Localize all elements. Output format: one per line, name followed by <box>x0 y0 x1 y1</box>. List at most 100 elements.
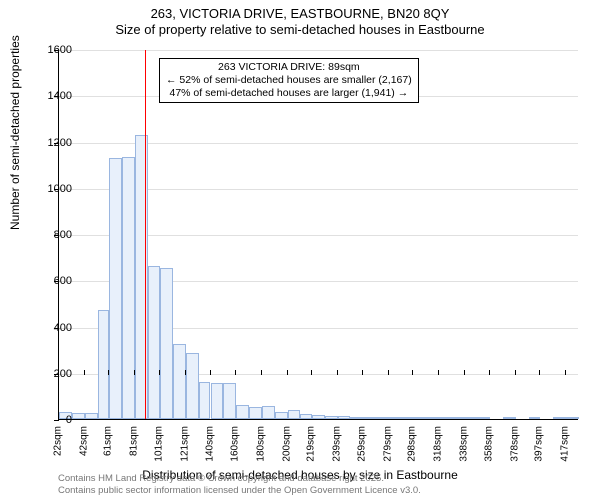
histogram-bar <box>503 417 516 419</box>
histogram-bar <box>389 417 402 419</box>
histogram-bar <box>312 415 325 419</box>
histogram-bar <box>325 416 338 419</box>
chart-title-line1: 263, VICTORIA DRIVE, EASTBOURNE, BN20 8Q… <box>0 6 600 22</box>
xtick-label: 397sqm <box>534 426 545 462</box>
histogram-bar <box>236 405 249 419</box>
ytick-label: 1200 <box>32 137 72 149</box>
histogram-bar <box>465 417 478 419</box>
gridline <box>59 50 578 51</box>
xtick-mark <box>489 370 490 375</box>
xtick-mark <box>58 370 59 375</box>
xtick-mark <box>235 370 236 375</box>
histogram-bar <box>402 417 414 419</box>
histogram-bar <box>72 413 85 419</box>
histogram-bar <box>439 417 452 419</box>
chart-title-line2: Size of property relative to semi-detach… <box>0 22 600 38</box>
histogram-bar <box>199 382 211 419</box>
ytick-label: 200 <box>32 368 72 380</box>
ytick-label: 0 <box>32 414 72 426</box>
xtick-mark <box>159 370 160 375</box>
histogram-bar <box>553 417 566 419</box>
xtick-label: 318sqm <box>433 426 444 462</box>
xtick-mark <box>261 370 262 375</box>
ytick-label: 1400 <box>32 90 72 102</box>
xtick-mark <box>185 370 186 375</box>
xtick-mark <box>84 370 85 375</box>
xtick-label: 338sqm <box>458 426 469 462</box>
histogram-bar <box>98 310 110 419</box>
xtick-label: 219sqm <box>305 426 316 462</box>
xtick-label: 121sqm <box>180 426 191 462</box>
histogram-bar <box>122 157 135 419</box>
xtick-label: 22sqm <box>53 426 64 456</box>
histogram-bar <box>376 417 389 419</box>
xtick-label: 42sqm <box>78 426 89 456</box>
xtick-mark <box>311 370 312 375</box>
histogram-bar <box>186 353 199 419</box>
histogram-bar <box>363 417 376 419</box>
histogram-bar <box>288 410 301 419</box>
credits: Contains HM Land Registry data © Crown c… <box>58 473 421 496</box>
ytick-label: 1000 <box>32 183 72 195</box>
xtick-mark <box>362 370 363 375</box>
credits-line2: Contains public sector information licen… <box>58 485 421 496</box>
xtick-label: 180sqm <box>255 426 266 462</box>
xtick-label: 298sqm <box>407 426 418 462</box>
ytick-label: 1600 <box>32 44 72 56</box>
marker-line <box>145 50 146 419</box>
xtick-mark <box>108 370 109 375</box>
xtick-label: 81sqm <box>128 426 139 456</box>
chart-container: 263, VICTORIA DRIVE, EASTBOURNE, BN20 8Q… <box>0 0 600 500</box>
xtick-mark <box>464 370 465 375</box>
histogram-bar <box>452 417 465 419</box>
annotation-line: ← 52% of semi-detached houses are smalle… <box>166 74 412 87</box>
xtick-label: 140sqm <box>204 426 215 462</box>
histogram-bar <box>529 417 541 419</box>
histogram-bar <box>109 158 122 419</box>
histogram-bar <box>350 417 363 419</box>
ytick-label: 400 <box>32 322 72 334</box>
xtick-label: 61sqm <box>103 426 114 456</box>
histogram-bar <box>249 407 262 419</box>
xtick-mark <box>539 370 540 375</box>
ytick-label: 800 <box>32 229 72 241</box>
xtick-mark <box>438 370 439 375</box>
annotation-line: 47% of semi-detached houses are larger (… <box>166 87 412 100</box>
xtick-mark <box>134 370 135 375</box>
histogram-bar <box>478 417 491 419</box>
chart-title-block: 263, VICTORIA DRIVE, EASTBOURNE, BN20 8Q… <box>0 0 600 37</box>
xtick-mark <box>412 370 413 375</box>
histogram-bar <box>160 268 173 419</box>
xtick-mark <box>210 370 211 375</box>
histogram-bar <box>566 417 579 419</box>
xtick-label: 101sqm <box>154 426 165 462</box>
xtick-mark <box>388 370 389 375</box>
xtick-mark <box>565 370 566 375</box>
histogram-bar <box>223 383 236 419</box>
histogram-bar <box>148 266 161 419</box>
xtick-label: 279sqm <box>382 426 393 462</box>
histogram-bar <box>85 413 98 419</box>
xtick-mark <box>287 370 288 375</box>
xtick-label: 378sqm <box>510 426 521 462</box>
xtick-label: 239sqm <box>331 426 342 462</box>
histogram-bar <box>338 416 351 419</box>
histogram-bar <box>211 383 224 419</box>
xtick-label: 259sqm <box>357 426 368 462</box>
annotation-line: 263 VICTORIA DRIVE: 89sqm <box>166 61 412 74</box>
histogram-bar <box>275 412 288 419</box>
histogram-bar <box>262 406 275 419</box>
annotation-box: 263 VICTORIA DRIVE: 89sqm← 52% of semi-d… <box>159 58 419 103</box>
histogram-bar <box>426 417 439 419</box>
credits-line1: Contains HM Land Registry data © Crown c… <box>58 473 421 484</box>
xtick-mark <box>337 370 338 375</box>
xtick-mark <box>515 370 516 375</box>
xtick-label: 358sqm <box>484 426 495 462</box>
histogram-bar <box>173 344 186 419</box>
plot-area: 263 VICTORIA DRIVE: 89sqm← 52% of semi-d… <box>58 50 578 420</box>
ytick-label: 600 <box>32 275 72 287</box>
histogram-bar <box>300 414 312 419</box>
histogram-bar <box>413 417 426 419</box>
y-axis-label: Number of semi-detached properties <box>8 35 22 230</box>
xtick-label: 200sqm <box>281 426 292 462</box>
